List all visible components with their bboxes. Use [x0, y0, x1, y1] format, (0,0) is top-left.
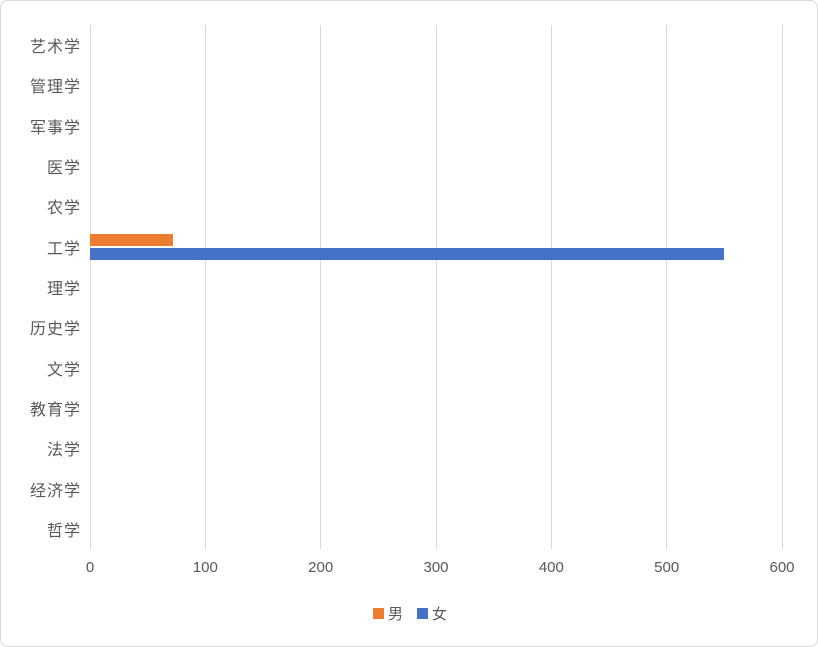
gridline [781, 25, 783, 549]
bar-female[interactable] [90, 247, 725, 260]
plot-area [89, 25, 783, 549]
y-axis-label: 文学 [46, 361, 81, 379]
y-axis-label: 教育学 [29, 401, 81, 419]
legend-item-male[interactable]: 男 [372, 603, 403, 624]
x-tick-label: 400 [538, 559, 564, 576]
y-axis-label: 法学 [46, 442, 81, 460]
legend-swatch-female [417, 607, 428, 619]
y-axis-label: 军事学 [29, 119, 81, 137]
x-axis: 0 100 200 300 400 500 600 [1, 559, 817, 583]
y-axis: 艺术学管理学军事学医学农学工学理学历史学文学教育学法学经济学哲学 [1, 25, 81, 549]
gridline [666, 25, 668, 549]
x-tick-label: 200 [308, 559, 334, 576]
bar-male[interactable] [90, 233, 174, 246]
y-axis-label: 艺术学 [29, 39, 81, 57]
legend-swatch-male [372, 607, 384, 619]
y-axis-line [89, 25, 91, 549]
y-axis-label: 医学 [46, 160, 81, 178]
legend-label: 男 [387, 605, 403, 623]
legend: 男女 [1, 601, 817, 625]
x-tick-label: 300 [423, 559, 449, 576]
legend-item-female[interactable]: 女 [417, 603, 447, 624]
x-tick-label: 100 [192, 559, 218, 576]
gridline [204, 25, 206, 549]
x-tick-label: 500 [654, 559, 680, 576]
legend-label: 女 [432, 605, 448, 623]
y-axis-label: 哲学 [46, 522, 81, 540]
x-tick-label: 600 [769, 559, 795, 576]
x-tick-label: 0 [85, 559, 95, 576]
gridline [550, 25, 552, 549]
y-axis-label: 经济学 [29, 482, 81, 500]
gridline [435, 25, 437, 549]
gridline [320, 25, 322, 549]
y-axis-label: 历史学 [29, 321, 81, 339]
y-axis-label: 理学 [46, 280, 81, 298]
y-axis-label: 管理学 [29, 79, 81, 97]
y-axis-label: 工学 [46, 240, 81, 258]
y-axis-label: 农学 [46, 200, 81, 218]
